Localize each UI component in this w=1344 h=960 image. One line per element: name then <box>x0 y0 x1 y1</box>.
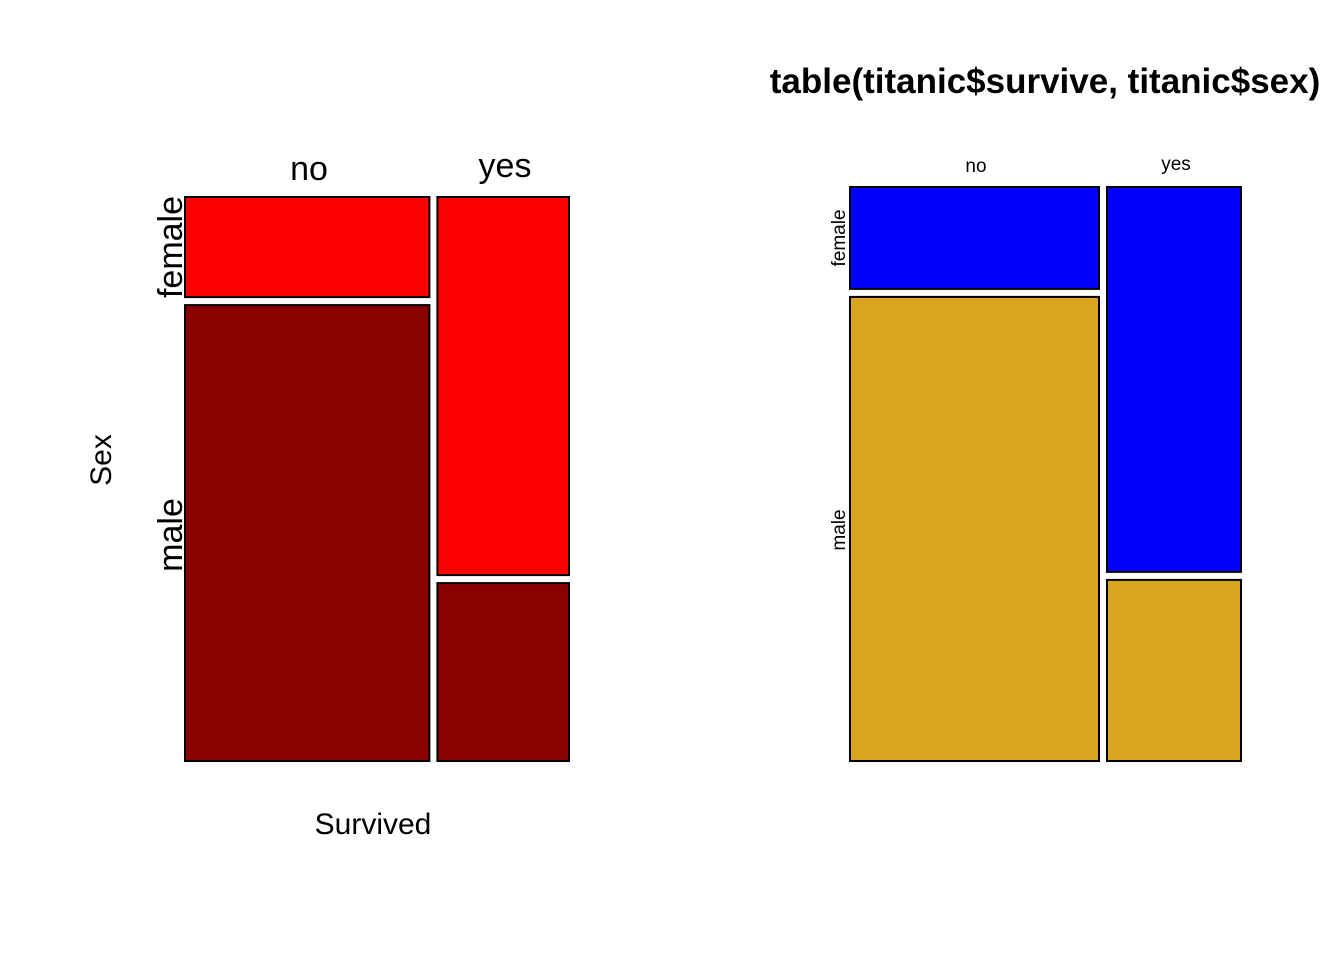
left-row-label-female: female <box>152 196 190 298</box>
right-cell-no-male <box>849 295 1100 762</box>
right-cell-no-female <box>849 186 1100 290</box>
right-cell-yes-female <box>1106 186 1242 573</box>
right-chart-title: table(titanic$survive, titanic$sex) <box>770 62 1321 101</box>
right-row-label-female: female <box>829 209 850 266</box>
left-row-label-male: male <box>152 498 190 572</box>
left-cell-no-male <box>184 304 431 762</box>
right-col-label-no: no <box>965 156 986 177</box>
left-cell-yes-male <box>436 582 570 762</box>
right-mosaic-cells <box>849 186 1242 763</box>
left-col-label-no: no <box>290 150 328 188</box>
left-x-axis-label: Survived <box>315 808 432 841</box>
left-mosaic-cells <box>184 196 570 762</box>
right-row-label-male: male <box>829 509 850 550</box>
right-cell-yes-male <box>1106 578 1242 763</box>
left-cell-yes-female <box>436 196 570 577</box>
left-col-label-yes: yes <box>479 147 532 185</box>
left-y-axis-label: Sex <box>85 434 118 486</box>
left-cell-no-female <box>184 196 431 299</box>
right-col-label-yes: yes <box>1161 154 1191 175</box>
